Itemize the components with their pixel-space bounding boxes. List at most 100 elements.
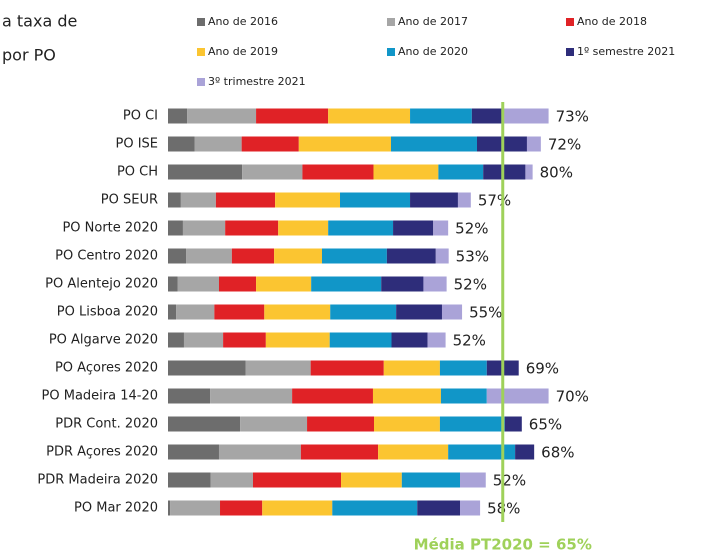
bar-segment (390, 136, 477, 152)
bar-segment (410, 108, 472, 124)
category-label: PO Lisboa 2020 (57, 305, 158, 320)
bar-segment (218, 276, 257, 292)
bar-segment (525, 164, 533, 180)
total-label: 70% (556, 388, 589, 406)
bar-segment (292, 388, 373, 404)
bar-segment (321, 248, 387, 264)
bar-segment (378, 444, 449, 460)
bar-segment (438, 164, 484, 180)
category-label: PO Alentejo 2020 (45, 277, 158, 292)
bar-segment (168, 500, 171, 516)
bar-segment (526, 136, 541, 152)
legend-swatch (197, 18, 205, 26)
bar-segment (328, 220, 394, 236)
bar-segment (180, 192, 216, 208)
bar-segment (391, 332, 428, 348)
legend-label: Ano de 2018 (577, 15, 647, 28)
bar-segment (168, 416, 241, 432)
bar-segment (186, 248, 232, 264)
bar-segment (168, 192, 181, 208)
bar-segment (223, 332, 266, 348)
bar-segment (170, 500, 221, 516)
bar-segment (168, 360, 246, 376)
bar-segment (330, 304, 397, 320)
bar-segment (168, 220, 183, 236)
bar-segment (396, 304, 442, 320)
bar-segment (183, 332, 224, 348)
bar-segment (439, 416, 505, 432)
bar-segment (274, 248, 322, 264)
total-label: 73% (556, 108, 589, 126)
bar-segment (168, 108, 188, 124)
bar-segment (383, 360, 440, 376)
bar-segment (210, 472, 253, 488)
category-label: PO SEUR (101, 193, 158, 208)
bar-segment (341, 472, 402, 488)
bar-segment (373, 164, 439, 180)
legend-swatch (387, 18, 395, 26)
category-label: PO Algarve 2020 (49, 333, 158, 348)
bar-segment (194, 136, 242, 152)
bar-segment (483, 164, 526, 180)
total-label: 65% (529, 416, 562, 434)
bar-segment (501, 108, 549, 124)
bar-segment (381, 276, 424, 292)
bar-segment (440, 388, 487, 404)
total-label: 53% (456, 248, 489, 266)
bar-segment (328, 108, 411, 124)
bar-segment (386, 248, 436, 264)
bar-segment (302, 164, 374, 180)
total-label: 80% (540, 164, 573, 182)
bar-segment (177, 276, 219, 292)
bar-segment (486, 388, 549, 404)
category-label: PO Açores 2020 (55, 361, 158, 376)
bar-segment (265, 332, 330, 348)
bar-segment (427, 332, 446, 348)
bar-segment (401, 472, 461, 488)
total-label: 52% (493, 472, 526, 490)
bar-segment (168, 164, 243, 180)
bar-segment (218, 444, 301, 460)
total-label: 52% (455, 220, 488, 238)
total-label: 52% (453, 332, 486, 350)
bar-segment (298, 136, 391, 152)
bar-segment (168, 248, 187, 264)
bar-segment (340, 192, 411, 208)
bar-segment (168, 472, 211, 488)
bar-segment (187, 108, 257, 124)
bar-segment (329, 332, 392, 348)
legend-label: Ano de 2016 (208, 15, 278, 28)
legend-swatch (197, 48, 205, 56)
bar-segment (168, 444, 219, 460)
legend-label: 1º semestre 2021 (577, 45, 675, 58)
bar-segment (245, 360, 311, 376)
bar-segment (417, 500, 461, 516)
bar-segment (275, 192, 341, 208)
bar-segment (310, 360, 384, 376)
bar-segment (264, 304, 331, 320)
category-label: PO Norte 2020 (62, 221, 158, 236)
bar-segment (504, 416, 522, 432)
bar-segment (278, 220, 329, 236)
bar-segment (168, 388, 211, 404)
bar-segment (393, 220, 434, 236)
bar-segment (220, 500, 263, 516)
total-label: 68% (541, 444, 574, 462)
bar-segment (168, 136, 195, 152)
total-label: 55% (469, 304, 502, 322)
legend-label: 3º trimestre 2021 (208, 75, 306, 88)
bar-segment (168, 276, 178, 292)
bar-segment (439, 360, 487, 376)
bar-segment (423, 276, 447, 292)
bar-segment (448, 444, 516, 460)
bar-segment (256, 276, 312, 292)
bar-segment (457, 192, 471, 208)
bar-segment (225, 220, 279, 236)
total-label: 72% (548, 136, 581, 154)
category-label: PDR Açores 2020 (46, 445, 158, 460)
bar-segment (433, 220, 449, 236)
bar-segment (176, 304, 215, 320)
bar-segment (372, 388, 441, 404)
bar-segment (332, 500, 418, 516)
